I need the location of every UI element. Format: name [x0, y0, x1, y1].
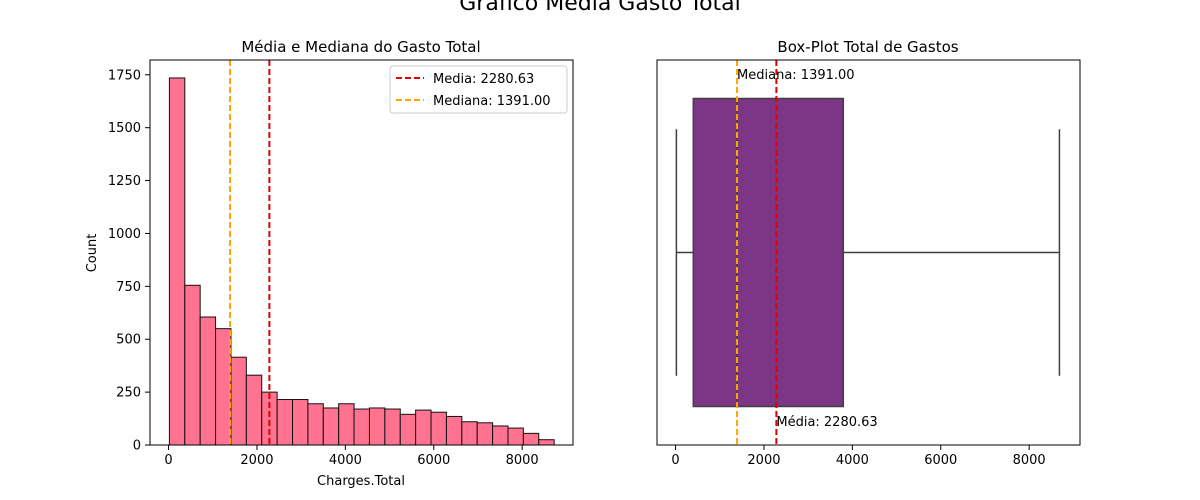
histogram-plot-frame — [149, 59, 574, 446]
histogram-title: Média e Mediana do Gasto Total — [241, 38, 480, 56]
histogram-legend: Media: 2280.63 Mediana: 1391.00 — [389, 65, 568, 114]
histogram-bar — [368, 407, 386, 446]
histogram-bar — [230, 356, 247, 446]
y-tick-label: 1000 — [108, 227, 141, 242]
histogram-bar — [168, 77, 186, 446]
histogram-y-axis: 0 250 500 750 1000 1250 1500 1750 — [108, 68, 150, 454]
x-tick-label: 6000 — [924, 453, 957, 468]
boxplot-reference-lines — [736, 60, 778, 445]
boxplot-plot-frame — [656, 59, 1081, 446]
y-tick-label: 500 — [116, 333, 141, 348]
y-tick-label: 0 — [133, 439, 141, 454]
legend-label-mediana: Mediana: 1391.00 — [433, 94, 551, 109]
y-tick-label: 750 — [116, 280, 141, 295]
histogram-bar — [445, 415, 463, 446]
histogram-bar — [276, 399, 294, 446]
legend-box — [389, 65, 568, 114]
histogram-x-label: Charges.Total — [317, 474, 405, 489]
x-tick-label: 6000 — [417, 453, 450, 468]
histogram-bar — [338, 403, 355, 446]
histogram-bar — [184, 284, 201, 446]
histogram-bar — [215, 328, 232, 446]
x-tick-label: 8000 — [1013, 453, 1046, 468]
x-tick-label: 0 — [164, 453, 172, 468]
y-tick-label: 1250 — [108, 174, 141, 189]
histogram-bar — [292, 399, 309, 446]
boxplot-chart: Box-Plot Total de Gastos Mediana: 1391.0… — [656, 38, 1081, 468]
histogram-bars — [168, 77, 555, 446]
boxplot-box — [675, 97, 1061, 408]
x-tick-label: 8000 — [506, 453, 539, 468]
boxplot-x-axis: 0 2000 4000 6000 8000 — [671, 445, 1046, 468]
interquartile-box — [692, 97, 845, 408]
histogram-bar — [522, 432, 540, 446]
x-tick-label: 2000 — [747, 453, 780, 468]
histogram-bar — [461, 421, 478, 446]
boxplot-mean-annotation: Média: 2280.63 — [776, 415, 877, 430]
histogram-bar — [507, 427, 524, 446]
histogram-bar — [430, 411, 447, 446]
x-tick-label: 4000 — [836, 453, 869, 468]
histogram-bar — [322, 407, 340, 446]
histogram-reference-lines — [229, 60, 271, 445]
legend-label-media: Media: 2280.63 — [433, 72, 534, 87]
histogram-bar — [415, 409, 432, 446]
histogram-bar — [199, 316, 217, 446]
x-tick-label: 2000 — [240, 453, 273, 468]
x-tick-label: 4000 — [329, 453, 362, 468]
boxplot-median-annotation: Mediana: 1391.00 — [737, 68, 855, 83]
boxplot-title: Box-Plot Total de Gastos — [777, 38, 958, 56]
histogram-bar — [245, 374, 263, 446]
histogram-chart: Média e Mediana do Gasto Total 0 2000 4000… — [85, 38, 574, 489]
histogram-bar — [399, 413, 417, 446]
y-tick-label: 250 — [116, 386, 141, 401]
histogram-bar — [353, 408, 370, 446]
histogram-bar — [492, 425, 509, 446]
y-tick-label: 1500 — [108, 121, 141, 136]
histogram-y-label: Count — [85, 234, 100, 273]
histogram-x-axis: 0 2000 4000 6000 8000 — [164, 445, 539, 468]
histogram-bar — [384, 408, 401, 446]
histogram-bar — [476, 422, 494, 446]
x-tick-label: 0 — [671, 453, 679, 468]
histogram-bar — [307, 403, 324, 446]
figure-suptitle: Gráfico Média Gasto Total — [459, 0, 741, 16]
histogram-bar — [538, 439, 555, 446]
y-tick-label: 1750 — [108, 68, 141, 83]
histogram-bar — [261, 391, 278, 446]
